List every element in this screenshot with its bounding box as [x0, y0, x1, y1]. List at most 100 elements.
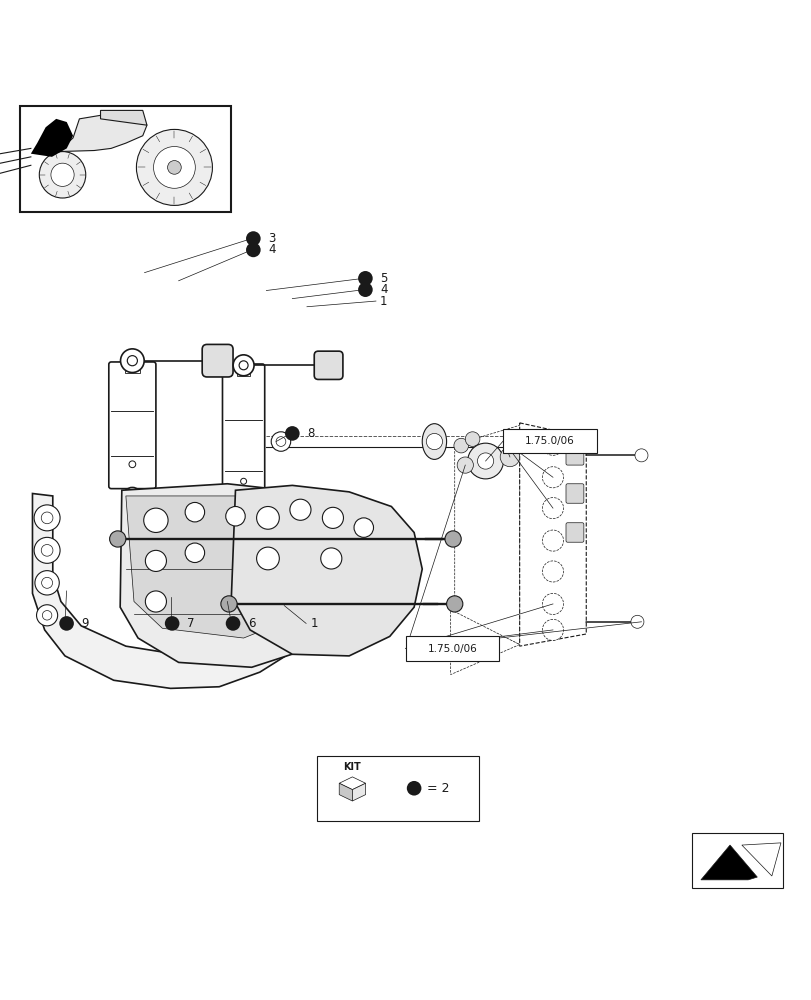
- Text: KIT: KIT: [343, 762, 361, 772]
- Circle shape: [276, 437, 285, 446]
- Circle shape: [285, 426, 299, 441]
- Circle shape: [185, 543, 204, 563]
- Polygon shape: [120, 484, 357, 667]
- Bar: [316, 756, 478, 821]
- Circle shape: [240, 478, 247, 484]
- Bar: [20, 106, 231, 212]
- FancyBboxPatch shape: [222, 364, 264, 509]
- Circle shape: [322, 507, 343, 528]
- Circle shape: [233, 355, 254, 376]
- Text: 4: 4: [380, 283, 387, 296]
- Circle shape: [185, 502, 204, 522]
- Circle shape: [238, 361, 248, 370]
- Circle shape: [256, 547, 279, 570]
- Circle shape: [128, 493, 136, 501]
- Polygon shape: [32, 494, 288, 688]
- Text: 5: 5: [380, 272, 387, 285]
- Circle shape: [42, 611, 52, 620]
- Circle shape: [320, 548, 341, 569]
- Polygon shape: [101, 110, 147, 125]
- FancyBboxPatch shape: [314, 351, 342, 379]
- Circle shape: [246, 243, 260, 257]
- Circle shape: [426, 433, 442, 450]
- Circle shape: [290, 499, 311, 520]
- Text: 3: 3: [268, 232, 275, 245]
- Circle shape: [542, 498, 563, 519]
- Polygon shape: [58, 115, 147, 152]
- Polygon shape: [126, 496, 316, 638]
- Bar: [691, 833, 782, 888]
- Circle shape: [246, 231, 260, 246]
- Circle shape: [542, 593, 563, 614]
- Circle shape: [358, 282, 372, 297]
- Circle shape: [145, 591, 166, 612]
- Circle shape: [167, 161, 181, 174]
- Circle shape: [109, 531, 126, 547]
- Circle shape: [39, 152, 86, 198]
- Circle shape: [221, 596, 237, 612]
- Polygon shape: [339, 777, 365, 790]
- Circle shape: [51, 163, 74, 186]
- Text: 7: 7: [187, 617, 194, 630]
- Text: 4: 4: [268, 243, 275, 256]
- Bar: [125, 364, 139, 373]
- Text: 1: 1: [310, 617, 317, 630]
- Circle shape: [271, 432, 290, 451]
- Circle shape: [34, 505, 60, 531]
- Circle shape: [34, 537, 60, 563]
- FancyBboxPatch shape: [109, 362, 156, 489]
- Circle shape: [256, 506, 279, 529]
- Circle shape: [542, 467, 563, 488]
- Circle shape: [235, 508, 251, 524]
- Circle shape: [444, 531, 461, 547]
- Circle shape: [41, 577, 53, 588]
- Circle shape: [127, 356, 137, 366]
- Circle shape: [457, 457, 473, 473]
- Polygon shape: [352, 783, 365, 801]
- Circle shape: [542, 434, 563, 455]
- Bar: [406, 636, 499, 661]
- Polygon shape: [741, 843, 780, 876]
- Circle shape: [59, 616, 74, 631]
- Circle shape: [542, 619, 563, 640]
- Circle shape: [446, 596, 462, 612]
- Polygon shape: [454, 425, 519, 645]
- Circle shape: [630, 615, 643, 628]
- Bar: [237, 366, 250, 376]
- Circle shape: [123, 487, 141, 506]
- Circle shape: [144, 508, 168, 532]
- Circle shape: [225, 506, 245, 526]
- Text: 1.75.0/06: 1.75.0/06: [427, 644, 477, 654]
- Circle shape: [153, 147, 195, 188]
- Circle shape: [41, 512, 53, 524]
- Text: 6: 6: [247, 617, 255, 630]
- Bar: [503, 429, 596, 453]
- Circle shape: [542, 561, 563, 582]
- FancyBboxPatch shape: [565, 523, 583, 542]
- Ellipse shape: [422, 424, 446, 459]
- Text: 1: 1: [380, 295, 387, 308]
- Text: 1.75.0/06: 1.75.0/06: [525, 436, 574, 446]
- FancyBboxPatch shape: [565, 446, 583, 465]
- FancyBboxPatch shape: [202, 344, 233, 377]
- Circle shape: [358, 271, 372, 286]
- Text: 9: 9: [81, 617, 88, 630]
- Circle shape: [145, 550, 166, 571]
- Circle shape: [477, 453, 493, 469]
- Circle shape: [500, 447, 519, 467]
- Circle shape: [41, 544, 53, 556]
- Circle shape: [35, 571, 59, 595]
- Polygon shape: [450, 610, 519, 675]
- Circle shape: [120, 349, 144, 373]
- Circle shape: [634, 449, 647, 462]
- Polygon shape: [700, 845, 757, 880]
- Circle shape: [453, 438, 468, 453]
- Circle shape: [240, 512, 247, 519]
- Polygon shape: [31, 119, 73, 157]
- Text: 8: 8: [307, 427, 314, 440]
- Text: = 2: = 2: [427, 782, 449, 795]
- Polygon shape: [339, 783, 352, 801]
- Circle shape: [165, 616, 179, 631]
- Circle shape: [354, 518, 373, 537]
- Circle shape: [542, 530, 563, 551]
